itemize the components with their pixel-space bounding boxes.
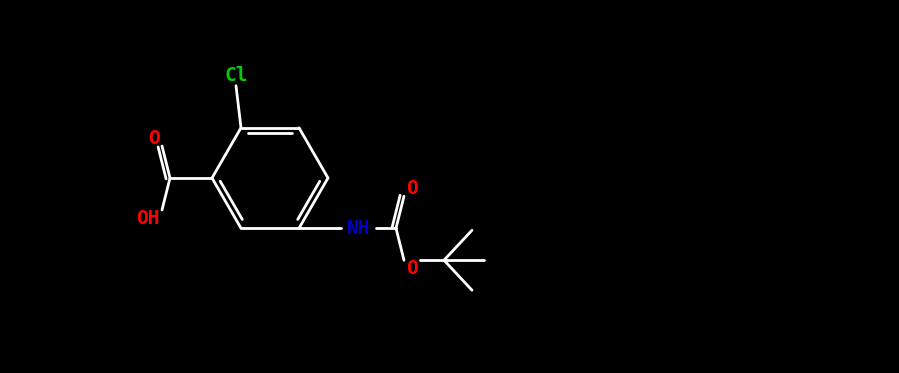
Text: O: O: [406, 259, 418, 278]
Text: Cl: Cl: [224, 66, 248, 85]
Text: O: O: [148, 129, 160, 147]
Text: NH: NH: [347, 219, 370, 238]
Text: OH: OH: [137, 209, 160, 228]
Text: O: O: [406, 179, 418, 198]
